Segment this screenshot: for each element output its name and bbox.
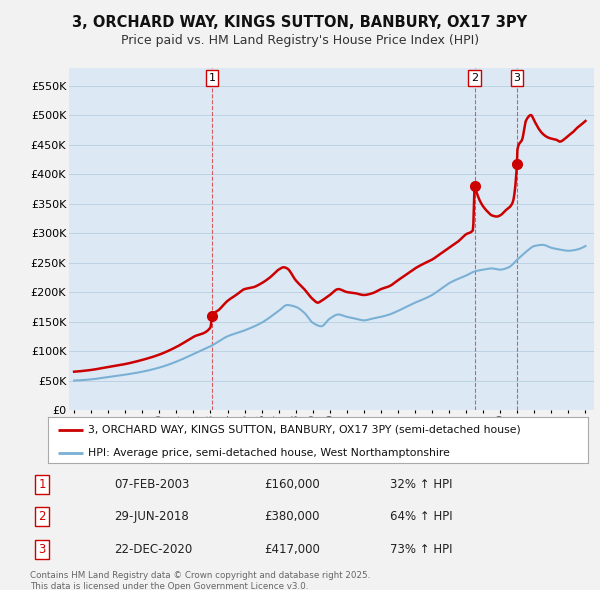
Text: 2: 2 [471,73,478,83]
Text: 22-DEC-2020: 22-DEC-2020 [114,543,192,556]
Text: 3: 3 [38,543,46,556]
Text: Contains HM Land Registry data © Crown copyright and database right 2025.
This d: Contains HM Land Registry data © Crown c… [30,571,370,590]
Text: 3, ORCHARD WAY, KINGS SUTTON, BANBURY, OX17 3PY (semi-detached house): 3, ORCHARD WAY, KINGS SUTTON, BANBURY, O… [89,425,521,435]
Text: 3: 3 [514,73,520,83]
Text: 32% ↑ HPI: 32% ↑ HPI [390,478,452,491]
Text: 07-FEB-2003: 07-FEB-2003 [114,478,190,491]
Text: £417,000: £417,000 [264,543,320,556]
Text: 3, ORCHARD WAY, KINGS SUTTON, BANBURY, OX17 3PY: 3, ORCHARD WAY, KINGS SUTTON, BANBURY, O… [73,15,527,30]
Text: HPI: Average price, semi-detached house, West Northamptonshire: HPI: Average price, semi-detached house,… [89,448,451,458]
Text: 2: 2 [38,510,46,523]
Text: Price paid vs. HM Land Registry's House Price Index (HPI): Price paid vs. HM Land Registry's House … [121,34,479,47]
Text: 1: 1 [38,478,46,491]
Text: £380,000: £380,000 [264,510,320,523]
Text: 73% ↑ HPI: 73% ↑ HPI [390,543,452,556]
Text: 64% ↑ HPI: 64% ↑ HPI [390,510,452,523]
Text: 1: 1 [209,73,215,83]
Text: £160,000: £160,000 [264,478,320,491]
Text: 29-JUN-2018: 29-JUN-2018 [114,510,189,523]
